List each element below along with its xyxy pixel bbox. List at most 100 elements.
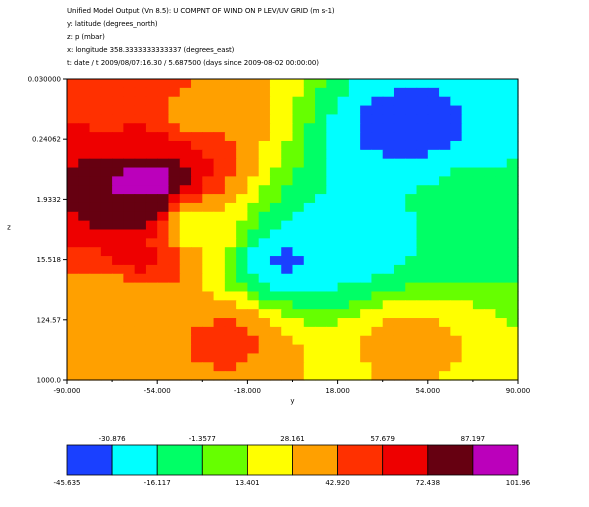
heatmap-cell [191,149,203,160]
heatmap-cell [495,247,508,257]
title-line-2: y: latitude (degrees_north) [67,20,158,28]
heatmap-cell [348,264,361,275]
heatmap-cell [89,362,102,372]
heatmap-cell [168,238,181,248]
heatmap-cell [326,335,339,346]
heatmap-cell [382,238,395,248]
heatmap-cell [202,335,215,346]
heatmap-cell [292,79,305,89]
heatmap-cell [382,264,395,275]
heatmap-cell [326,96,339,107]
heatmap-cell [461,264,474,275]
heatmap-cell [495,309,508,319]
heatmap-cell [145,309,158,319]
heatmap-cell [472,149,485,160]
heatmap-cell [191,344,203,355]
heatmap-cell [303,256,316,266]
heatmap-cell [506,96,519,107]
heatmap-cell [337,158,350,169]
heatmap-cell [213,371,226,381]
heatmap-cell [123,326,136,337]
heatmap-cell [134,185,147,195]
heatmap-cell [303,309,316,319]
heatmap-cell [472,202,485,213]
heatmap-cell [405,335,418,346]
heatmap-cell [393,344,406,355]
heatmap-cell [495,79,508,89]
heatmap-cell [292,335,305,346]
heatmap-cell [224,140,237,151]
heatmap-cell [168,123,181,133]
heatmap-cell [224,220,237,231]
heatmap-cell [179,140,192,151]
heatmap-cell [360,318,373,328]
heatmap-cell [213,123,226,133]
heatmap-cell [393,264,406,275]
heatmap-cell [348,194,361,204]
heatmap-cell [371,132,384,142]
heatmap-cell [303,344,316,355]
heatmap-cell [258,132,271,142]
heatmap-cell [281,229,294,239]
heatmap-cell [179,194,192,204]
heatmap-cell [506,114,519,124]
heatmap-cell [100,247,113,257]
heatmap-cell [213,362,226,372]
heatmap-cell [450,273,463,284]
heatmap-cell [168,96,181,107]
heatmap-cell [247,149,260,160]
heatmap-cell [78,194,91,204]
heatmap-cell [292,149,305,160]
heatmap-cell [303,211,316,222]
heatmap-cell [292,238,305,248]
heatmap-cell [360,176,373,186]
heatmap-cell [405,371,418,381]
heatmap-cell [495,140,508,151]
heatmap-cell [191,229,203,239]
heatmap-cell [495,149,508,160]
heatmap-cell [326,202,339,213]
heatmap-cell [348,344,361,355]
heatmap-cell [236,185,249,195]
heatmap-cell [89,176,102,186]
heatmap-cell [236,149,249,160]
heatmap-cell [134,176,147,186]
heatmap-cell [337,194,350,204]
heatmap-cell [348,123,361,133]
heatmap-cell [416,362,429,372]
heatmap-cell [416,273,429,284]
heatmap-cell [213,114,226,124]
heatmap-cell [157,87,170,98]
heatmap-cell [78,79,91,89]
heatmap-cell [224,247,237,257]
heatmap-cell [145,140,158,151]
heatmap-cell [472,264,485,275]
heatmap-cell [281,344,294,355]
heatmap-cell [112,123,124,133]
heatmap-cell [427,238,440,248]
heatmap-cell [157,105,170,116]
heatmap-cell [382,79,395,89]
heatmap-cell [191,353,203,363]
heatmap-cell [439,176,451,186]
heatmap-cell [67,371,79,381]
heatmap-cell [472,194,485,204]
heatmap-cell [67,202,79,213]
heatmap-cell [326,140,339,151]
heatmap-cell [416,300,429,310]
heatmap-cell [382,185,395,195]
heatmap-cell [303,229,316,239]
colorbar-swatch [156,444,203,476]
heatmap-cell [416,167,429,177]
heatmap-cell [371,211,384,222]
heatmap-cell [213,79,226,89]
heatmap-cell [371,123,384,133]
heatmap-cell [382,247,395,257]
heatmap-cell [461,318,474,328]
heatmap-cell [326,105,339,116]
heatmap-cell [67,326,79,337]
heatmap-cell [461,149,474,160]
heatmap-cell [145,149,158,160]
colorbar-label: 13.401 [235,479,260,487]
heatmap-cell [157,185,170,195]
